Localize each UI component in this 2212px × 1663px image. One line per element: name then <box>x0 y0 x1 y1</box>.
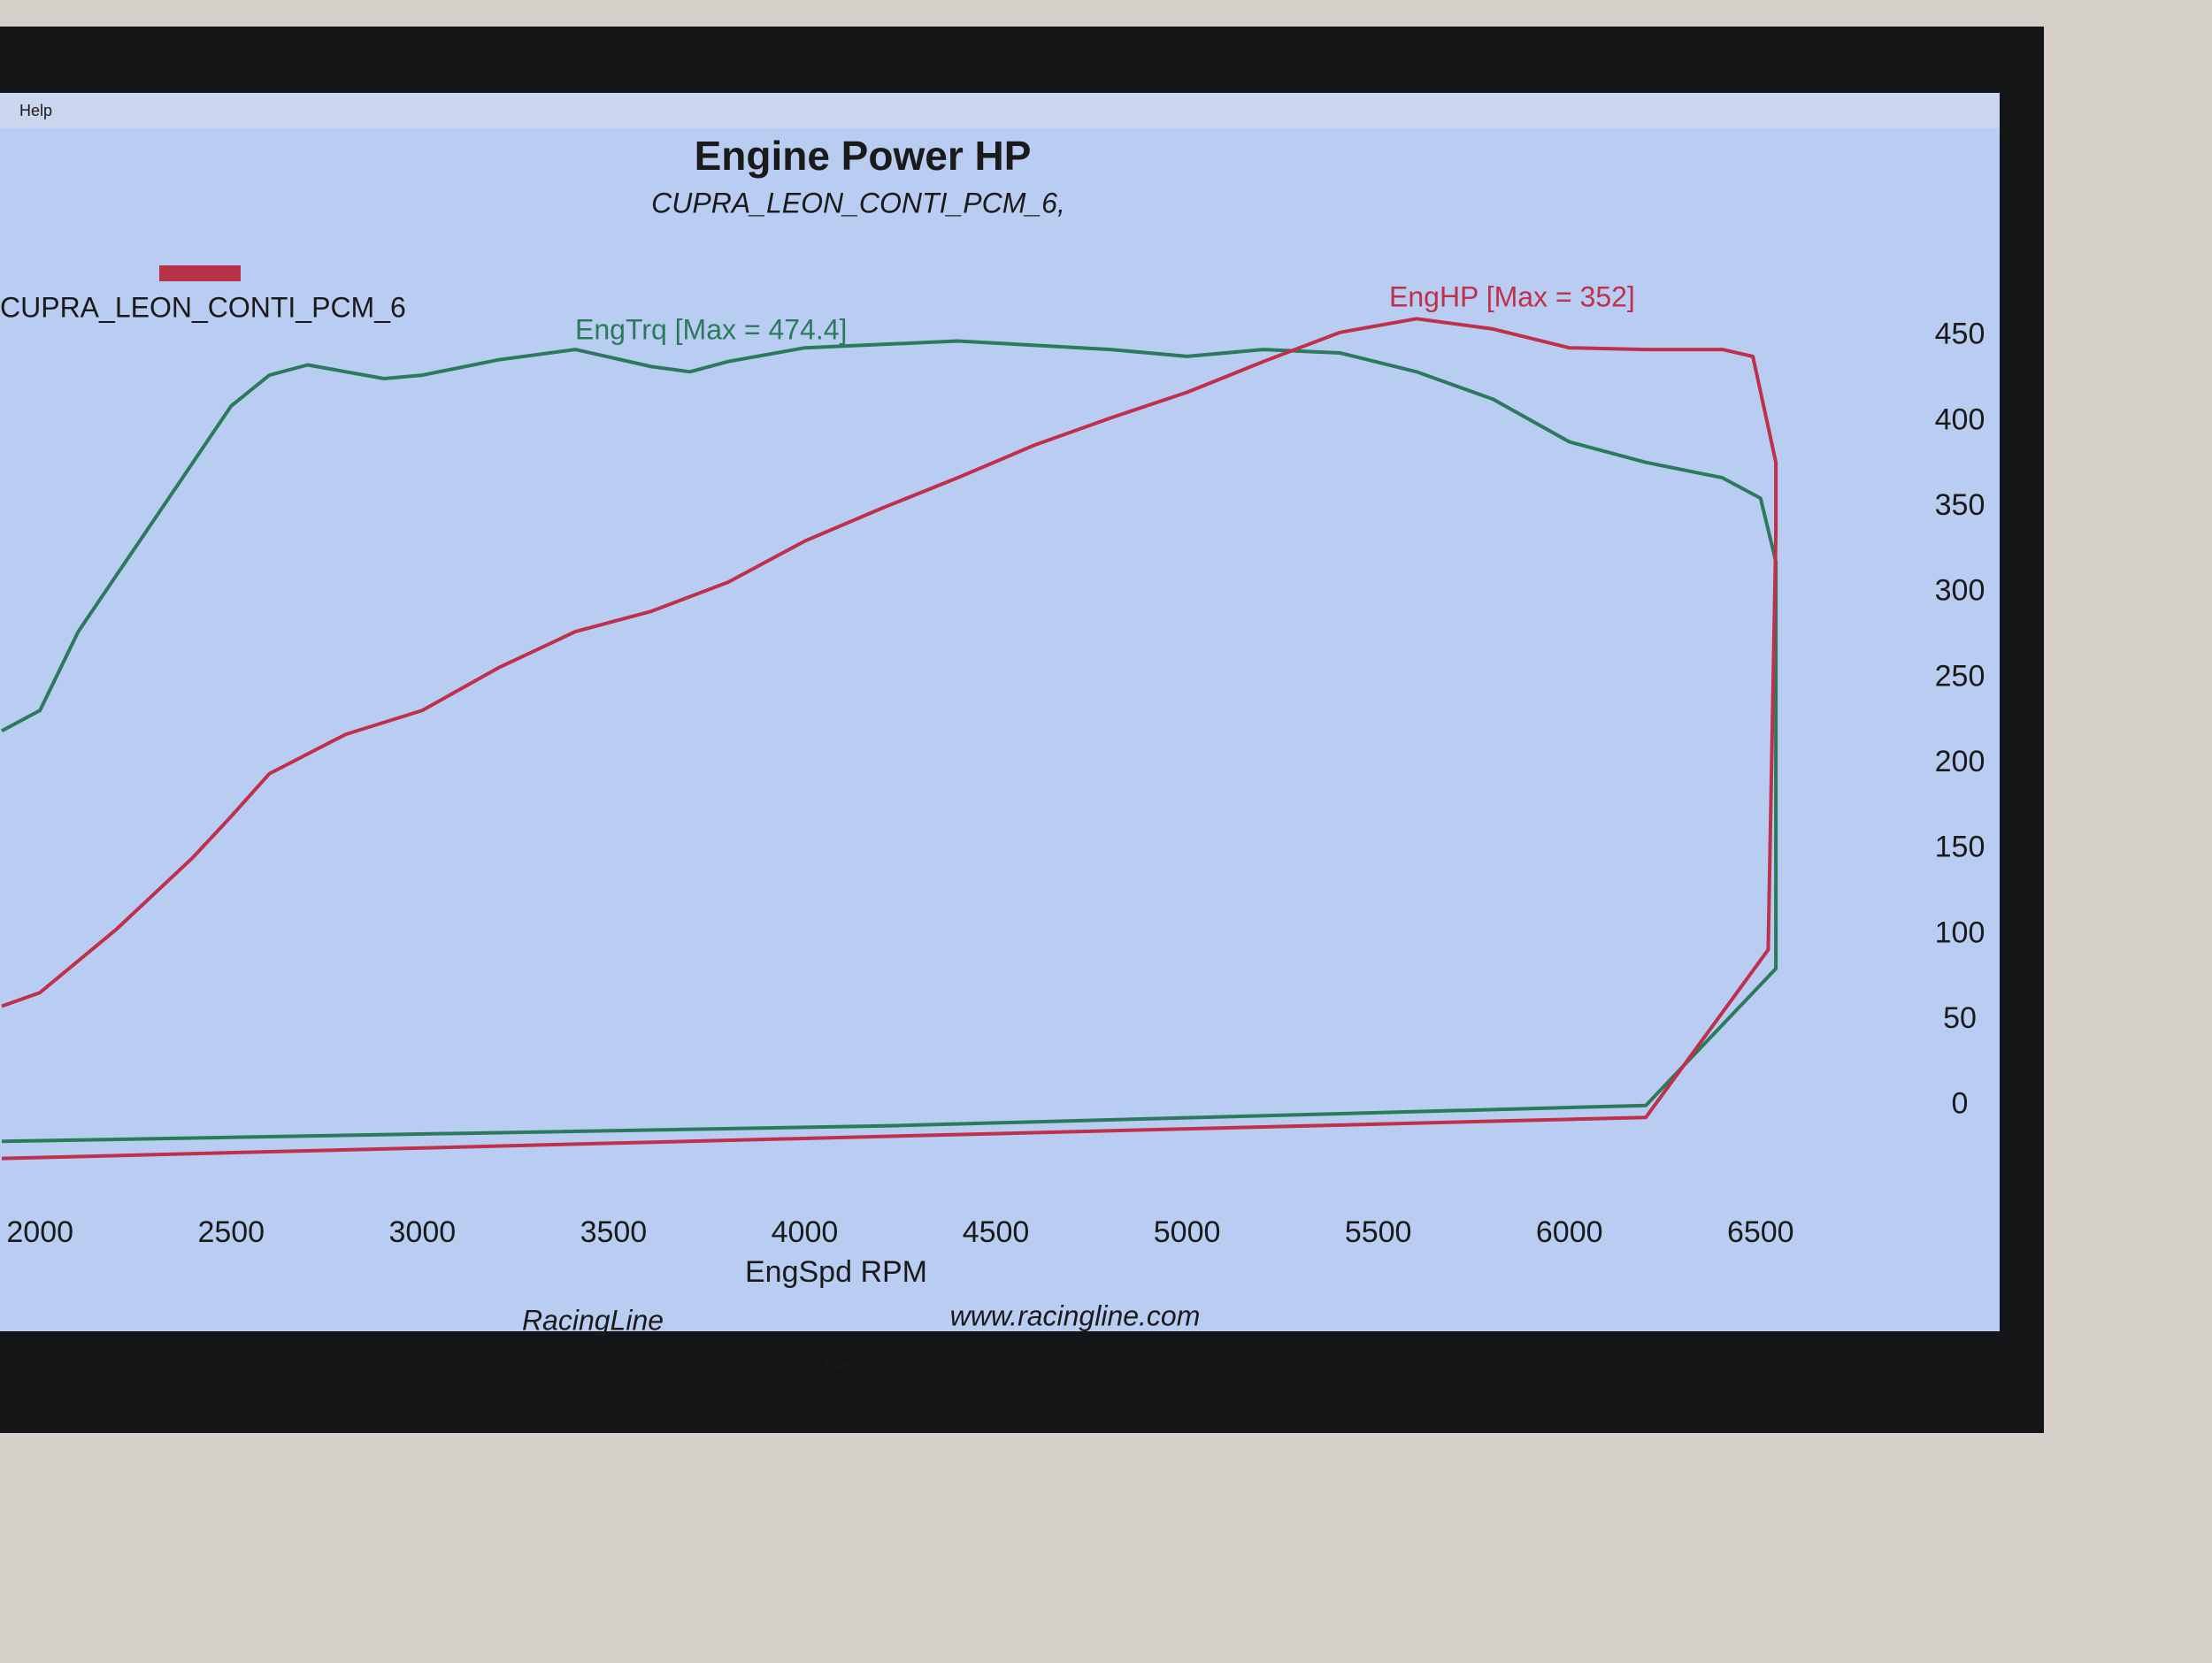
x-tick-label: 6500 <box>1727 1215 1794 1249</box>
x-tick-label: 3500 <box>580 1215 648 1249</box>
x-tick-label: 5500 <box>1345 1215 1412 1249</box>
footer-left: RacingLine <box>522 1304 664 1336</box>
screen <box>0 93 2000 1331</box>
y-tick-label: 50 <box>1943 1001 1977 1035</box>
y-tick-label: 350 <box>1935 488 1985 522</box>
series-label: EngHP [Max = 352] <box>1389 280 1635 312</box>
y-tick-label: 400 <box>1935 402 1985 436</box>
legend-swatch <box>159 265 241 281</box>
series-line <box>1 317 1778 1161</box>
legend-label: CUPRA_LEON_CONTI_PCM_6 <box>0 291 406 323</box>
x-tick-label: 2000 <box>6 1215 73 1249</box>
y-tick-label: 100 <box>1935 916 1985 949</box>
y-tick-label: 150 <box>1935 831 1985 864</box>
chart-title: Engine Power HP <box>695 133 1032 179</box>
series-label: EngTrq [Max = 474.4] <box>575 313 847 345</box>
y-tick-label: 450 <box>1935 318 1985 351</box>
x-tick-label: 5000 <box>1154 1215 1221 1249</box>
x-tick-label: 3000 <box>389 1215 457 1249</box>
series-line <box>1 339 1778 1144</box>
menu-bar <box>0 93 2000 128</box>
footer-right: www.racingline.com <box>950 1299 1201 1331</box>
x-tick-label: 4500 <box>963 1215 1030 1249</box>
y-tick-label: 300 <box>1935 574 1985 608</box>
x-tick-label: 4000 <box>772 1215 839 1249</box>
menu-help[interactable]: Help <box>19 102 52 119</box>
y-tick-label: 200 <box>1935 745 1985 778</box>
x-tick-label: 6000 <box>1536 1215 1603 1249</box>
plot: 0 50 100 150 200 250 300 350 400 450 2000 2500 3000 3… <box>1 280 1985 1249</box>
x-tick-label: 2500 <box>197 1215 265 1249</box>
y-tick-label: 0 <box>1952 1087 1969 1121</box>
y-tick-label: 250 <box>1935 659 1985 693</box>
tv-brand: Panasonic <box>826 1359 892 1374</box>
x-axis-label: EngSpd RPM <box>745 1255 927 1289</box>
chart-subtitle: CUPRA_LEON_CONTI_PCM_6, <box>651 187 1065 218</box>
